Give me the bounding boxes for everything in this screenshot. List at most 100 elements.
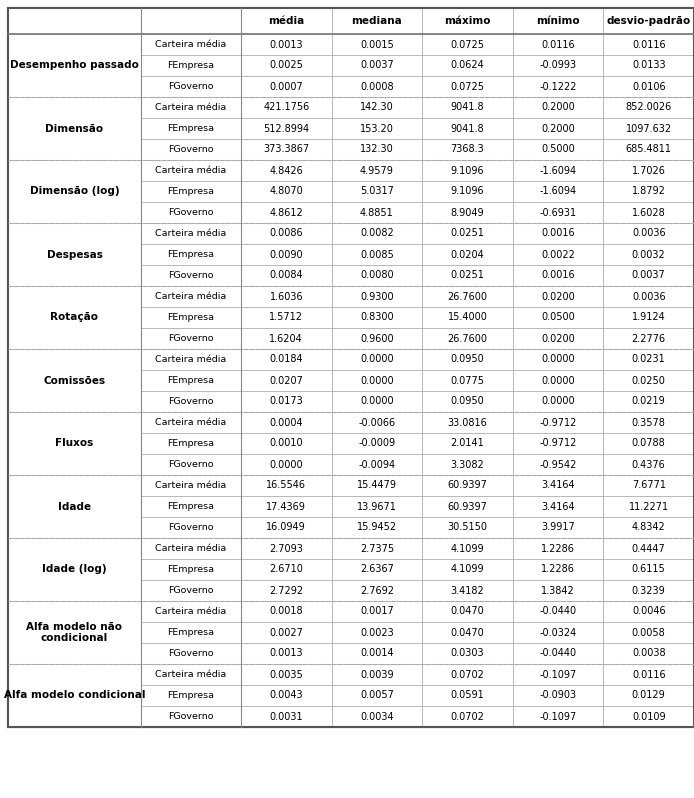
Text: 0.0034: 0.0034 [360, 712, 393, 721]
Text: 9.1096: 9.1096 [450, 165, 484, 176]
Bar [513, 370, 603, 391]
Text: -0.0440: -0.0440 [539, 649, 577, 658]
Bar [241, 622, 332, 643]
Bar [422, 8, 513, 34]
Bar [241, 118, 332, 139]
Bar [8, 8, 694, 34]
Text: 0.0004: 0.0004 [269, 417, 303, 428]
Bar [513, 160, 603, 181]
Bar [513, 433, 603, 454]
Text: 4.8342: 4.8342 [632, 523, 666, 532]
Text: 0.0250: 0.0250 [632, 376, 666, 385]
Text: 2.7292: 2.7292 [269, 586, 303, 595]
Bar [422, 454, 513, 475]
Bar [332, 496, 422, 517]
Text: 4.8851: 4.8851 [360, 207, 393, 218]
Bar [141, 622, 241, 643]
Bar [241, 202, 332, 223]
Text: 0.0036: 0.0036 [632, 291, 666, 302]
Bar [513, 181, 603, 202]
Bar [513, 286, 603, 307]
Text: 0.0038: 0.0038 [632, 649, 666, 658]
Text: Carteira média: Carteira média [155, 544, 227, 553]
Bar [8, 286, 141, 349]
Text: 0.0200: 0.0200 [541, 334, 575, 343]
Text: 0.0036: 0.0036 [632, 228, 666, 239]
Bar [241, 97, 332, 118]
Bar [513, 664, 603, 685]
Bar [603, 517, 694, 538]
Text: 0.0057: 0.0057 [360, 690, 393, 701]
Text: -0.1222: -0.1222 [539, 81, 577, 92]
Bar [332, 538, 422, 559]
Bar [241, 265, 332, 286]
Bar [603, 34, 694, 55]
Bar [332, 643, 422, 664]
Bar [241, 706, 332, 727]
Bar [8, 160, 141, 223]
Bar [241, 538, 332, 559]
Bar [603, 328, 694, 349]
Text: FGoverno: FGoverno [168, 649, 214, 658]
Bar [603, 286, 694, 307]
Bar [332, 685, 422, 706]
Text: Carteira média: Carteira média [155, 481, 227, 490]
Text: 8.9049: 8.9049 [450, 207, 484, 218]
Text: 685.4811: 685.4811 [626, 144, 672, 155]
Bar [513, 265, 603, 286]
Bar [141, 517, 241, 538]
Text: Fluxos: Fluxos [56, 438, 94, 448]
Bar [422, 685, 513, 706]
Bar [422, 643, 513, 664]
Bar [241, 34, 332, 55]
Bar [422, 118, 513, 139]
Text: -0.9542: -0.9542 [539, 460, 577, 469]
Text: 0.0000: 0.0000 [541, 376, 575, 385]
Text: 16.0949: 16.0949 [266, 523, 306, 532]
Text: Carteira média: Carteira média [155, 40, 227, 49]
Bar [332, 118, 422, 139]
Text: 0.0109: 0.0109 [632, 712, 666, 721]
Bar [332, 475, 422, 496]
Text: 4.8070: 4.8070 [269, 187, 303, 196]
Text: 7.6771: 7.6771 [632, 480, 666, 491]
Bar [422, 265, 513, 286]
Bar [603, 202, 694, 223]
Bar [513, 8, 603, 34]
Text: 0.0082: 0.0082 [360, 228, 393, 239]
Bar [241, 517, 332, 538]
Bar [332, 601, 422, 622]
Bar [141, 643, 241, 664]
Bar [422, 475, 513, 496]
Text: 0.0086: 0.0086 [269, 228, 303, 239]
Bar [422, 181, 513, 202]
Text: 2.6367: 2.6367 [360, 564, 393, 575]
Bar [141, 496, 241, 517]
Text: 2.7375: 2.7375 [359, 543, 394, 554]
Text: 3.9917: 3.9917 [541, 523, 575, 532]
Text: 0.0200: 0.0200 [541, 291, 575, 302]
Bar [513, 622, 603, 643]
Bar [422, 538, 513, 559]
Bar [141, 8, 241, 34]
Bar [513, 244, 603, 265]
Text: -0.0903: -0.0903 [539, 690, 577, 701]
Text: 153.20: 153.20 [360, 124, 393, 133]
Bar [513, 496, 603, 517]
Bar [8, 475, 141, 538]
Bar [603, 8, 694, 34]
Bar [141, 454, 241, 475]
Bar [513, 202, 603, 223]
Bar [141, 202, 241, 223]
Bar [241, 370, 332, 391]
Text: FEmpresa: FEmpresa [167, 565, 214, 574]
Text: 0.0251: 0.0251 [450, 228, 484, 239]
Text: 3.4164: 3.4164 [541, 480, 575, 491]
Text: Carteira média: Carteira média [155, 670, 227, 679]
Text: Carteira média: Carteira média [155, 103, 227, 112]
Text: FGoverno: FGoverno [168, 334, 214, 343]
Bar [332, 559, 422, 580]
Bar [241, 412, 332, 433]
Text: 0.0702: 0.0702 [450, 670, 484, 680]
Text: 0.3578: 0.3578 [632, 417, 666, 428]
